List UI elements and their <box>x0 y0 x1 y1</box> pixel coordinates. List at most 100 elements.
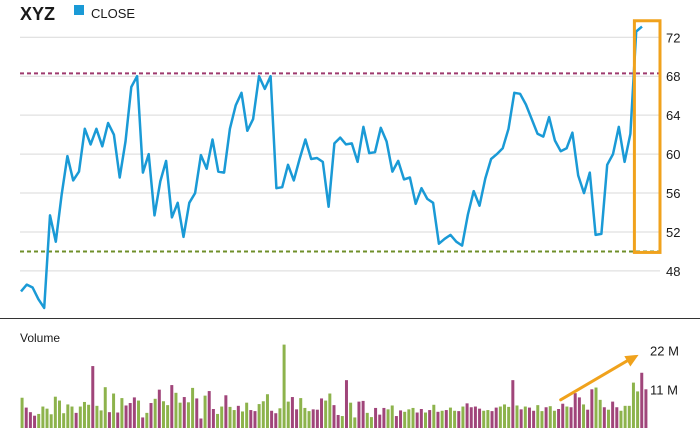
price-tick-label: 68 <box>666 69 680 84</box>
volume-bar <box>58 400 61 428</box>
volume-bar <box>320 398 324 428</box>
volume-bar <box>498 406 502 428</box>
volume-bar <box>216 413 220 428</box>
volume-bar <box>353 417 357 428</box>
volume-bar <box>386 409 390 428</box>
price-y-ticks: 48 52 56 60 64 68 72 <box>666 30 680 279</box>
volume-bar <box>448 407 452 428</box>
volume-bar <box>211 409 215 428</box>
volume-bar <box>332 405 336 428</box>
volume-bar <box>611 401 615 428</box>
volume-bar <box>37 413 41 428</box>
trend-arrow-head <box>624 354 639 367</box>
price-tick-label: 56 <box>666 186 680 201</box>
legend-label: CLOSE <box>91 6 135 21</box>
price-tick-label: 48 <box>666 264 680 279</box>
volume-bar <box>428 410 432 428</box>
volume-bar <box>261 401 265 428</box>
volume-bar <box>440 410 444 428</box>
volume-bar <box>473 406 477 428</box>
price-grid <box>20 36 660 272</box>
volume-bar <box>507 406 511 428</box>
volume-bar <box>153 398 157 428</box>
volume-bar <box>615 407 619 428</box>
volume-bar <box>361 400 365 428</box>
volume-bar <box>145 412 149 428</box>
volume-bar <box>228 406 232 428</box>
volume-tick-label: 11 M <box>650 382 678 397</box>
volume-bar <box>286 401 290 428</box>
volume-bar <box>207 391 211 428</box>
volume-bar <box>112 393 116 428</box>
volume-bar <box>411 407 415 428</box>
volume-bar <box>590 389 594 428</box>
volume-bar <box>20 397 24 428</box>
volume-bar <box>357 401 361 428</box>
volume-bar <box>182 397 186 428</box>
volume-bar <box>382 407 386 428</box>
volume-bar <box>503 404 507 428</box>
volume-bar <box>594 387 598 428</box>
volume-bar <box>344 380 348 428</box>
volume-bar <box>161 401 165 428</box>
price-tick-label: 72 <box>666 30 680 45</box>
volume-bar <box>478 408 482 428</box>
volume-y-ticks: 11 M 22 M <box>650 344 679 398</box>
volume-bar <box>573 393 577 428</box>
volume-bar <box>536 405 540 428</box>
price-tick-label: 64 <box>666 108 680 123</box>
volume-bar <box>469 407 473 428</box>
volume-bar <box>552 410 556 428</box>
volume-bar <box>644 389 648 428</box>
volume-bar <box>548 406 552 428</box>
volume-bar <box>116 412 120 428</box>
volume-bar <box>53 396 57 428</box>
volume-bar <box>257 404 261 428</box>
volume-arrow <box>559 354 639 402</box>
price-series <box>20 25 643 310</box>
volume-bar <box>295 409 299 428</box>
volume-bar <box>627 405 631 428</box>
volume-bar <box>128 403 132 428</box>
volume-bar <box>299 398 303 428</box>
volume-bars <box>20 344 648 428</box>
volume-bar <box>78 406 82 428</box>
volume-bar <box>374 407 378 428</box>
volume-bar <box>328 393 332 428</box>
trend-arrow-shaft <box>559 357 633 402</box>
volume-bar <box>174 392 178 428</box>
volume-bar <box>66 404 70 428</box>
volume-bar <box>49 414 53 428</box>
volume-bar <box>540 411 544 428</box>
volume-bar <box>274 413 278 428</box>
volume-bar <box>349 402 353 428</box>
volume-bar <box>623 405 627 428</box>
highlight-box <box>632 19 662 254</box>
volume-bar <box>577 397 581 428</box>
volume-bar <box>565 406 569 428</box>
legend-swatch <box>74 5 84 15</box>
volume-bar <box>232 410 236 428</box>
volume-bar <box>270 410 274 428</box>
volume-bar <box>290 397 294 428</box>
volume-bar <box>403 411 407 428</box>
volume-bar <box>340 416 344 428</box>
volume-bar <box>241 411 244 428</box>
volume-bar <box>424 412 427 428</box>
volume-bar <box>619 410 623 428</box>
volume-bar <box>62 413 66 428</box>
volume-bar <box>120 398 124 428</box>
volume-bar <box>41 406 45 428</box>
volume-bar <box>166 405 170 428</box>
price-tick-label: 60 <box>666 147 680 162</box>
volume-bar <box>141 417 145 428</box>
volume-bar <box>561 403 565 428</box>
volume-bar <box>569 407 573 428</box>
volume-bar <box>303 407 307 428</box>
volume-bar <box>399 410 403 428</box>
volume-tick-label: 22 M <box>650 344 679 359</box>
volume-bar <box>107 412 111 428</box>
volume-bar <box>602 407 606 428</box>
volume-bar <box>137 400 141 428</box>
volume-bar <box>178 402 182 428</box>
